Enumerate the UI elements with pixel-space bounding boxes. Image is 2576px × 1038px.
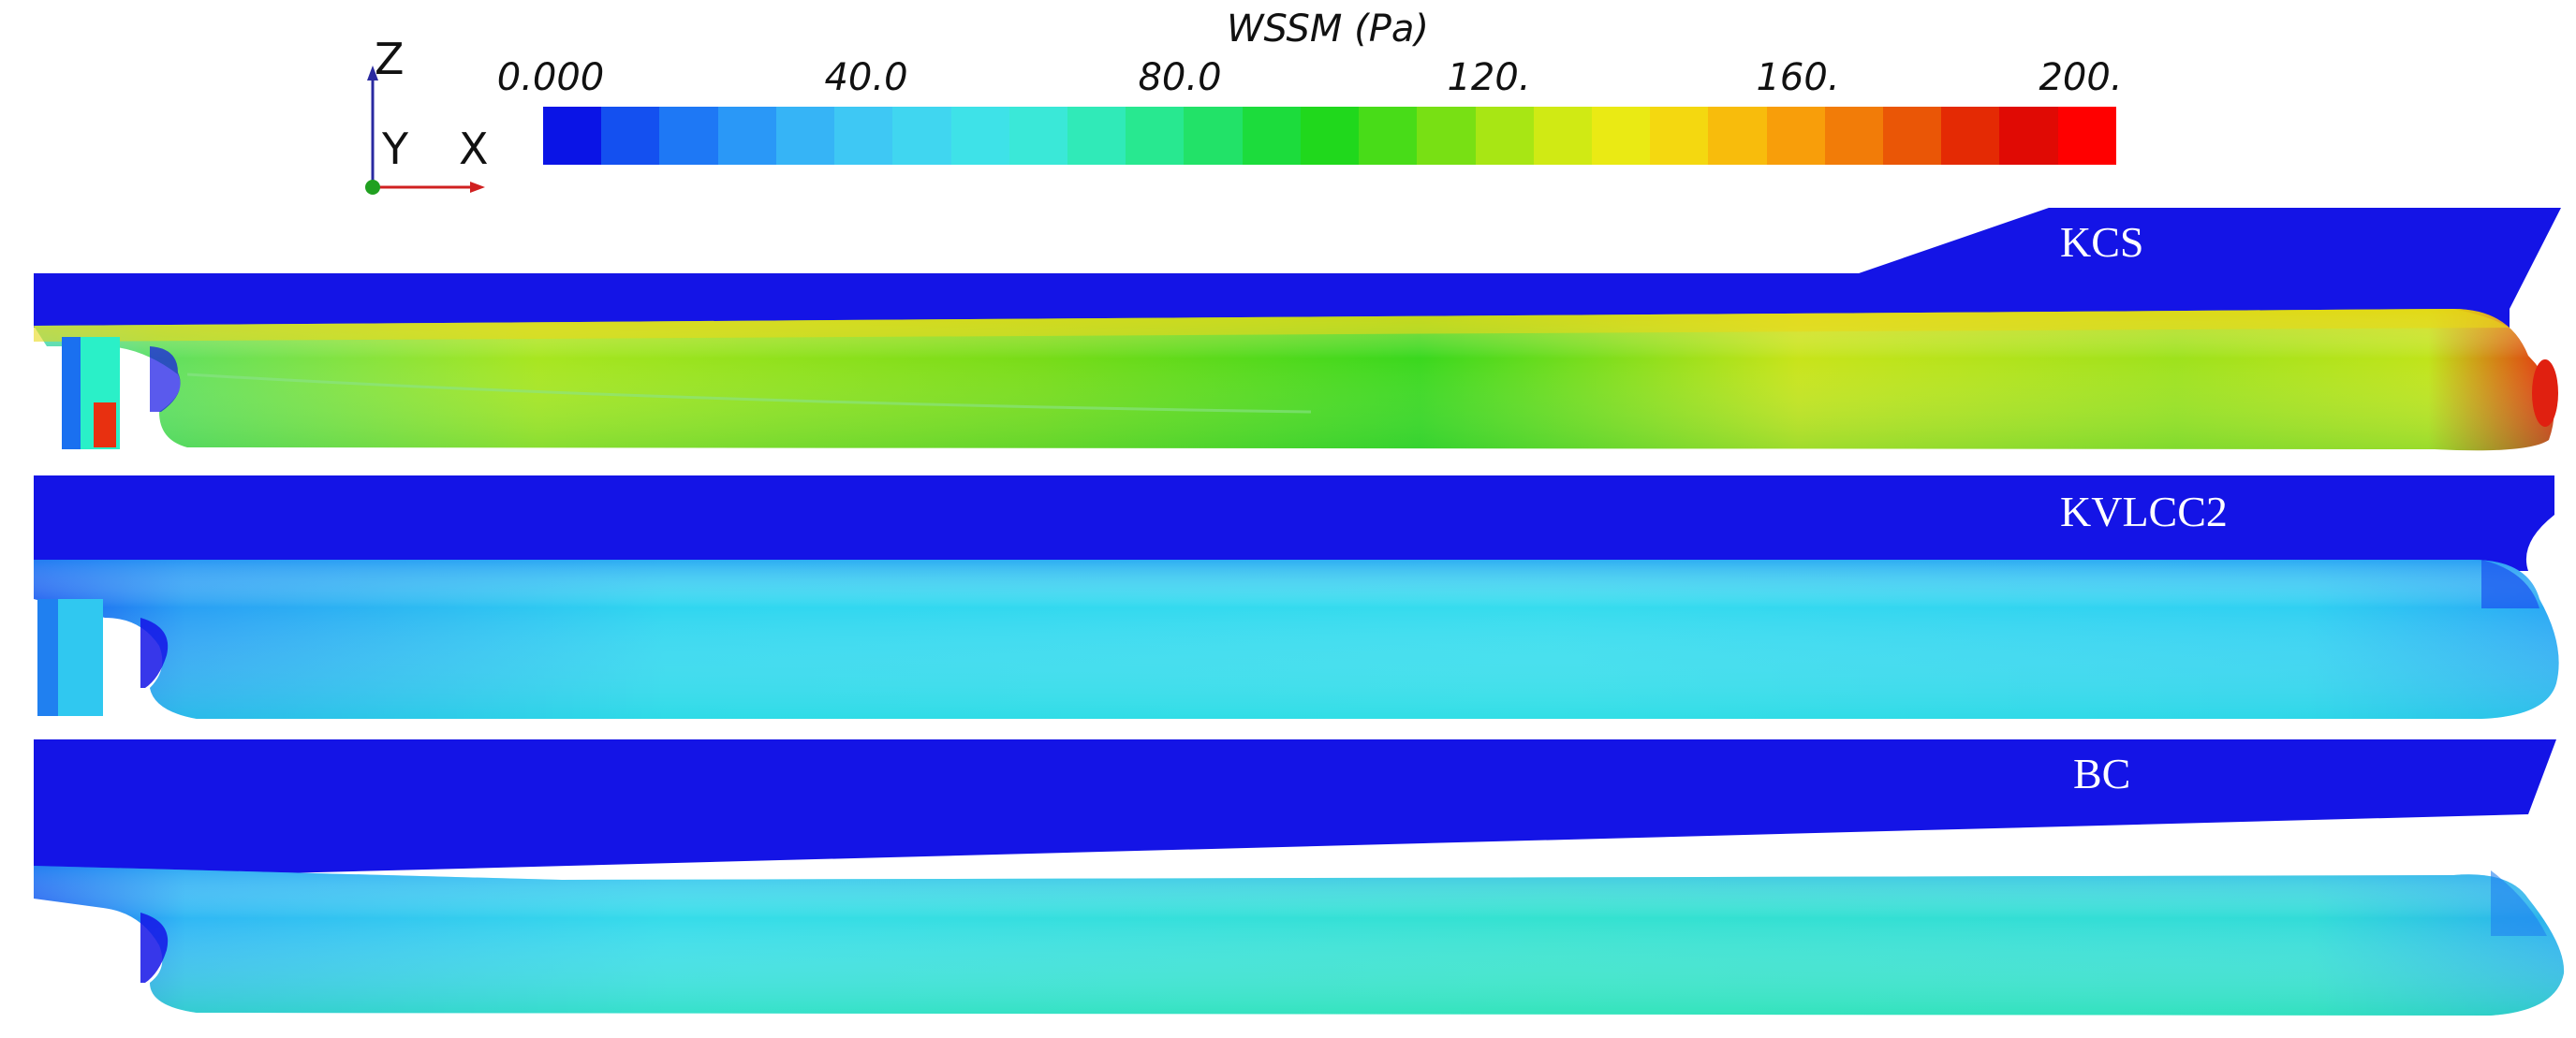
colorbar-cell	[2057, 107, 2116, 165]
colorbar-cell	[1883, 107, 1942, 165]
colorbar-cell	[1008, 107, 1067, 165]
tick-label-200: 200.	[2039, 56, 2123, 99]
colorbar-cell	[1417, 107, 1476, 165]
colorbar-cell	[659, 107, 718, 165]
colorbar-cell	[834, 107, 893, 165]
colorbar-cell	[1242, 107, 1301, 165]
colorbar-cell	[1999, 107, 2058, 165]
hull-bc	[34, 739, 2565, 1016]
colorbar-cell	[1591, 107, 1651, 165]
colorbar-cell	[1766, 107, 1825, 165]
colorbar-cell	[1824, 107, 1884, 165]
colorbar-cell	[1533, 107, 1592, 165]
axis-triad: Z Y X	[354, 34, 494, 206]
tick-label-120: 120.	[1447, 56, 1531, 99]
tick-label-160: 160.	[1756, 56, 1840, 99]
colorbar-cell	[1650, 107, 1709, 165]
colorbar-cell	[950, 107, 1009, 165]
hull-kcs	[34, 208, 2561, 451]
colorbar-cell	[775, 107, 835, 165]
x-axis-label: X	[459, 124, 489, 174]
hull-label-kvlcc2: KVLCC2	[2060, 488, 2228, 535]
hull-label-kcs: KCS	[2060, 218, 2144, 266]
bc-deck-region	[34, 739, 2556, 880]
colorbar-cell	[1359, 107, 1418, 165]
y-axis-label: Y	[382, 124, 409, 174]
axis-triad-arrows	[365, 66, 485, 195]
colorbar-cell	[543, 107, 602, 165]
kcs-deck-region	[34, 208, 2561, 328]
kvlcc2-deck-region	[34, 475, 2554, 571]
colorbar-cell	[1941, 107, 2000, 165]
colorbar-cell	[1126, 107, 1185, 165]
tick-label-40: 40.0	[824, 56, 908, 99]
legend-title: WSSM (Pa)	[1227, 7, 1429, 51]
colorbar-cell	[717, 107, 776, 165]
hull-kvlcc2	[34, 475, 2559, 719]
colorbar-cell	[1300, 107, 1360, 165]
tick-label-80: 80.0	[1138, 56, 1222, 99]
colorbar-cell	[1708, 107, 1767, 165]
colorbar-cell	[1475, 107, 1534, 165]
tick-label-0: 0.000	[496, 56, 605, 99]
hull-label-bc: BC	[2073, 750, 2131, 797]
colorbar	[543, 107, 2116, 165]
z-axis-label: Z	[375, 34, 405, 84]
colorbar-cell	[892, 107, 951, 165]
colorbar-cell	[1067, 107, 1126, 165]
colorbar-cell	[601, 107, 660, 165]
colorbar-cell	[1184, 107, 1243, 165]
